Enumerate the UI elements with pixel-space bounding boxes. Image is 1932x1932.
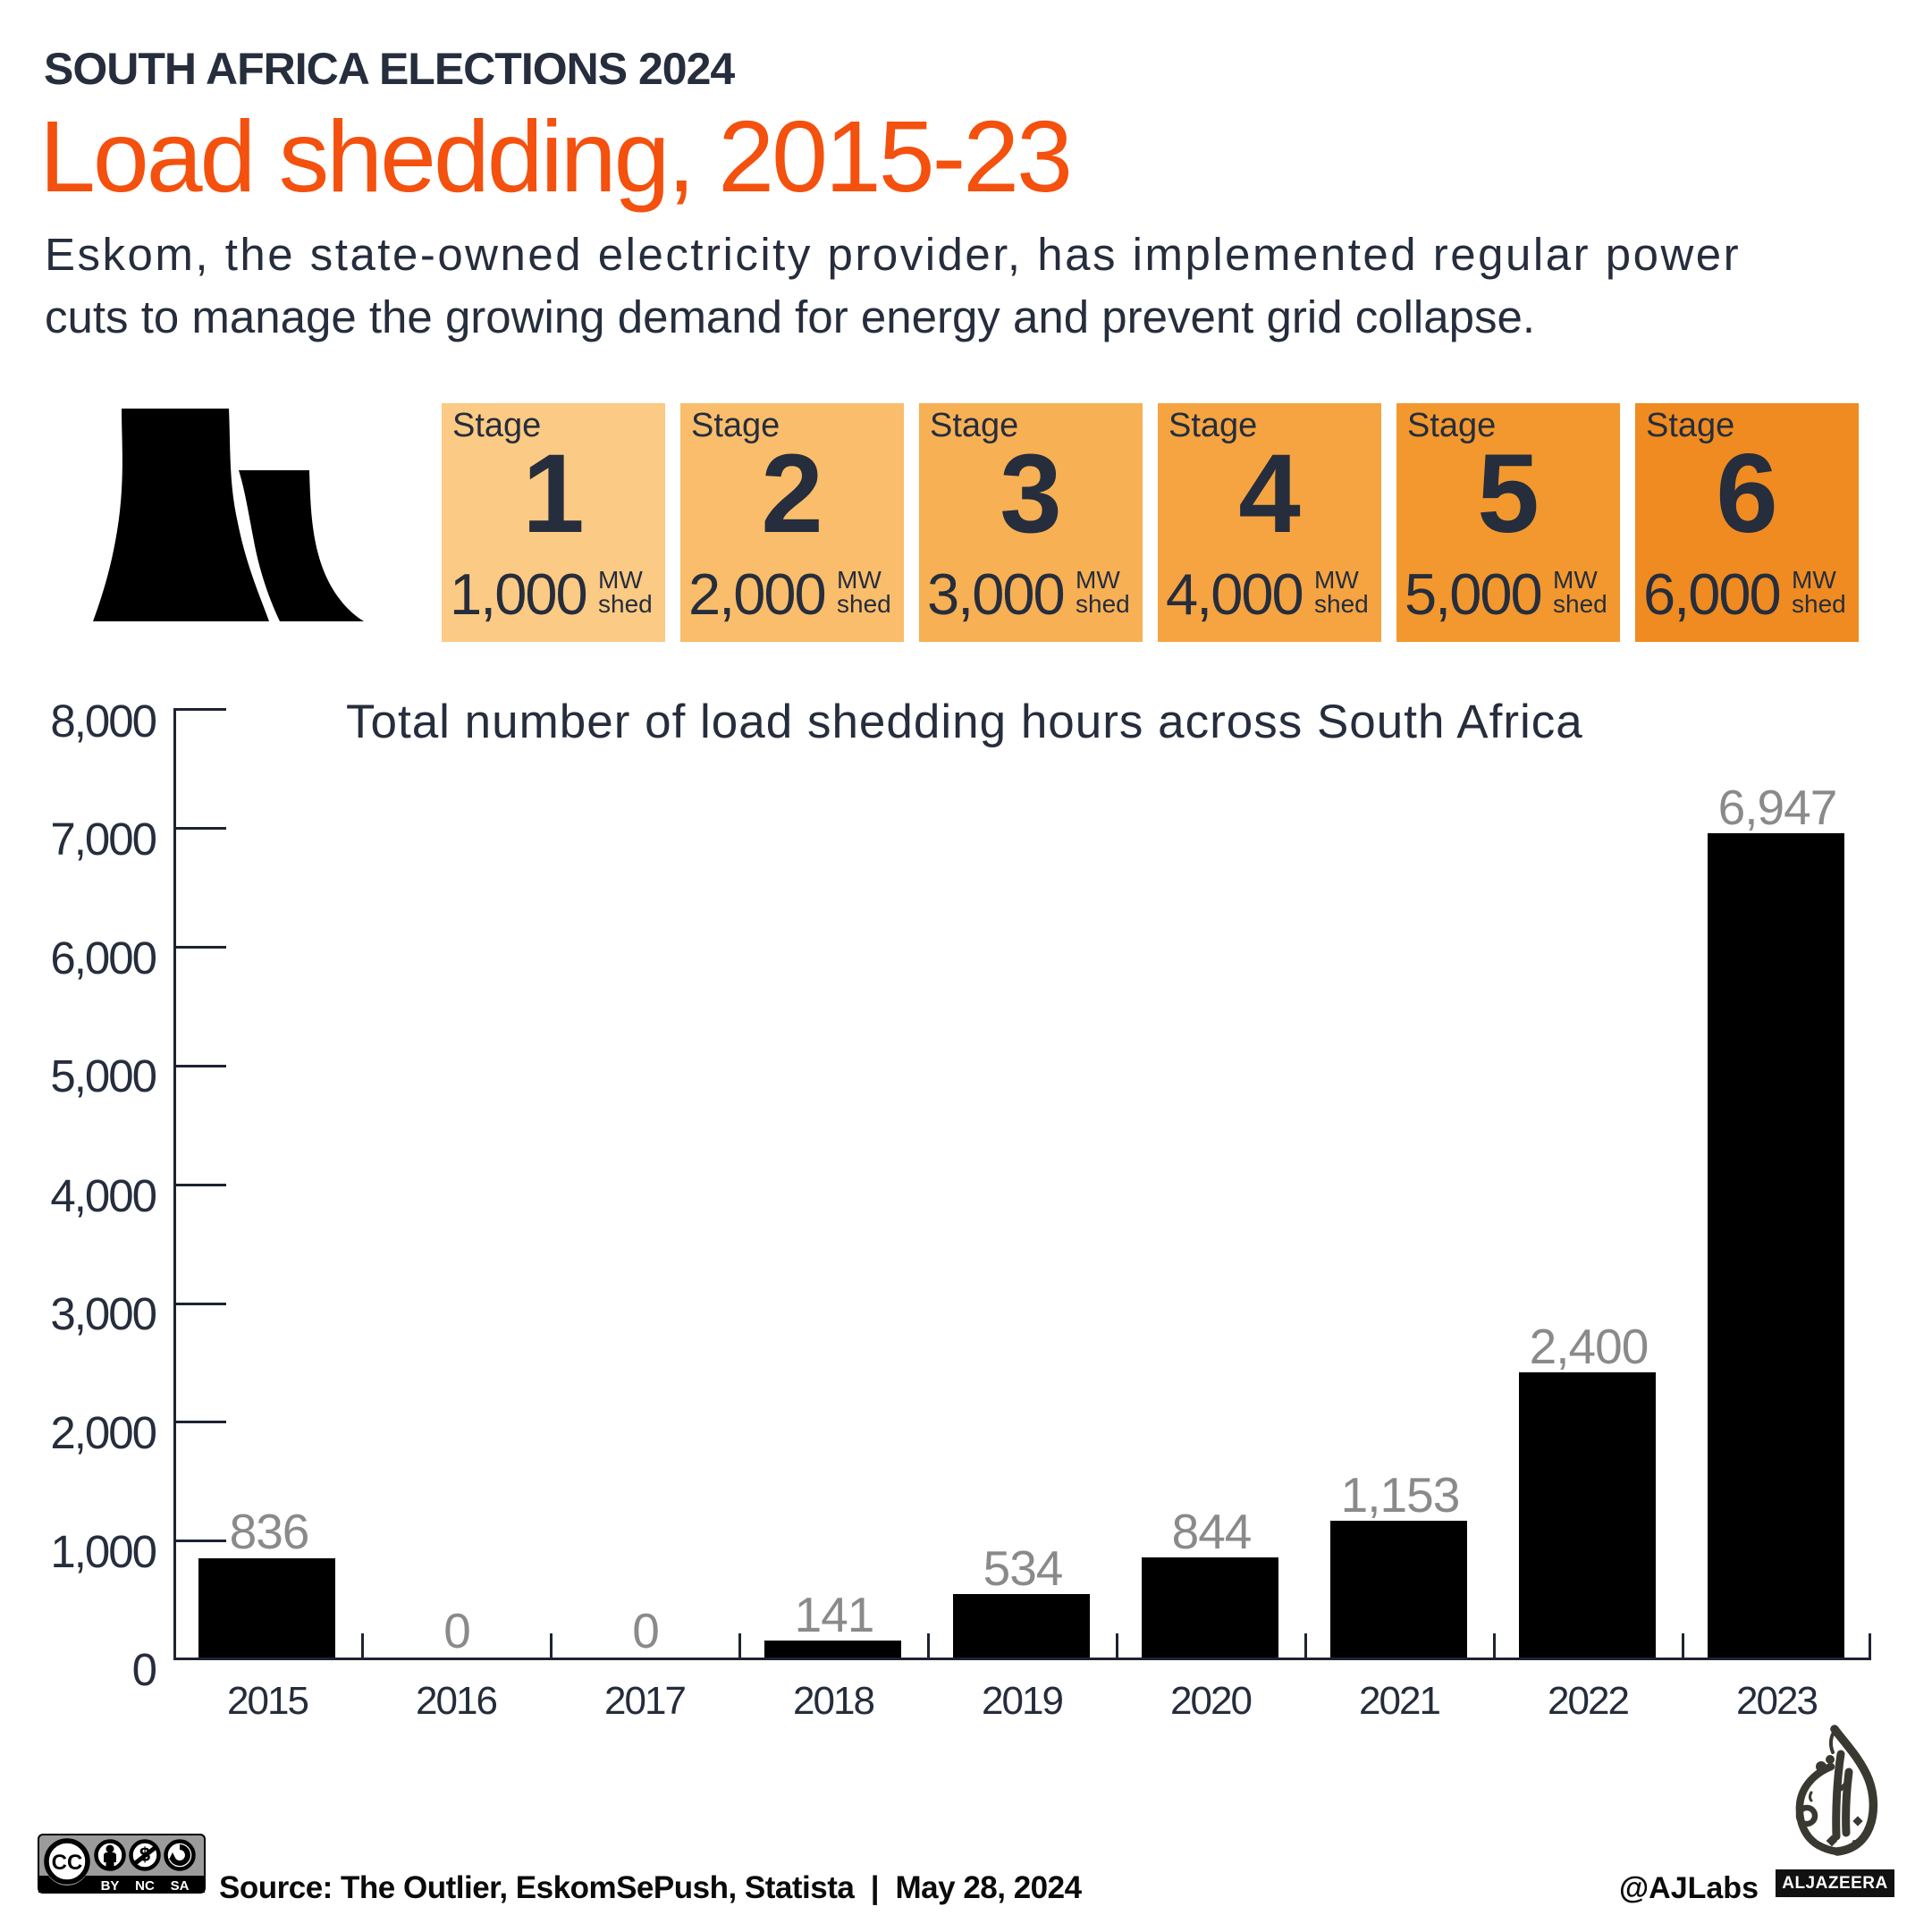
- svg-text:BY: BY: [101, 1878, 120, 1894]
- svg-text:CC: CC: [52, 1851, 83, 1875]
- svg-text:NC: NC: [135, 1878, 155, 1894]
- svg-text:SA: SA: [171, 1878, 190, 1894]
